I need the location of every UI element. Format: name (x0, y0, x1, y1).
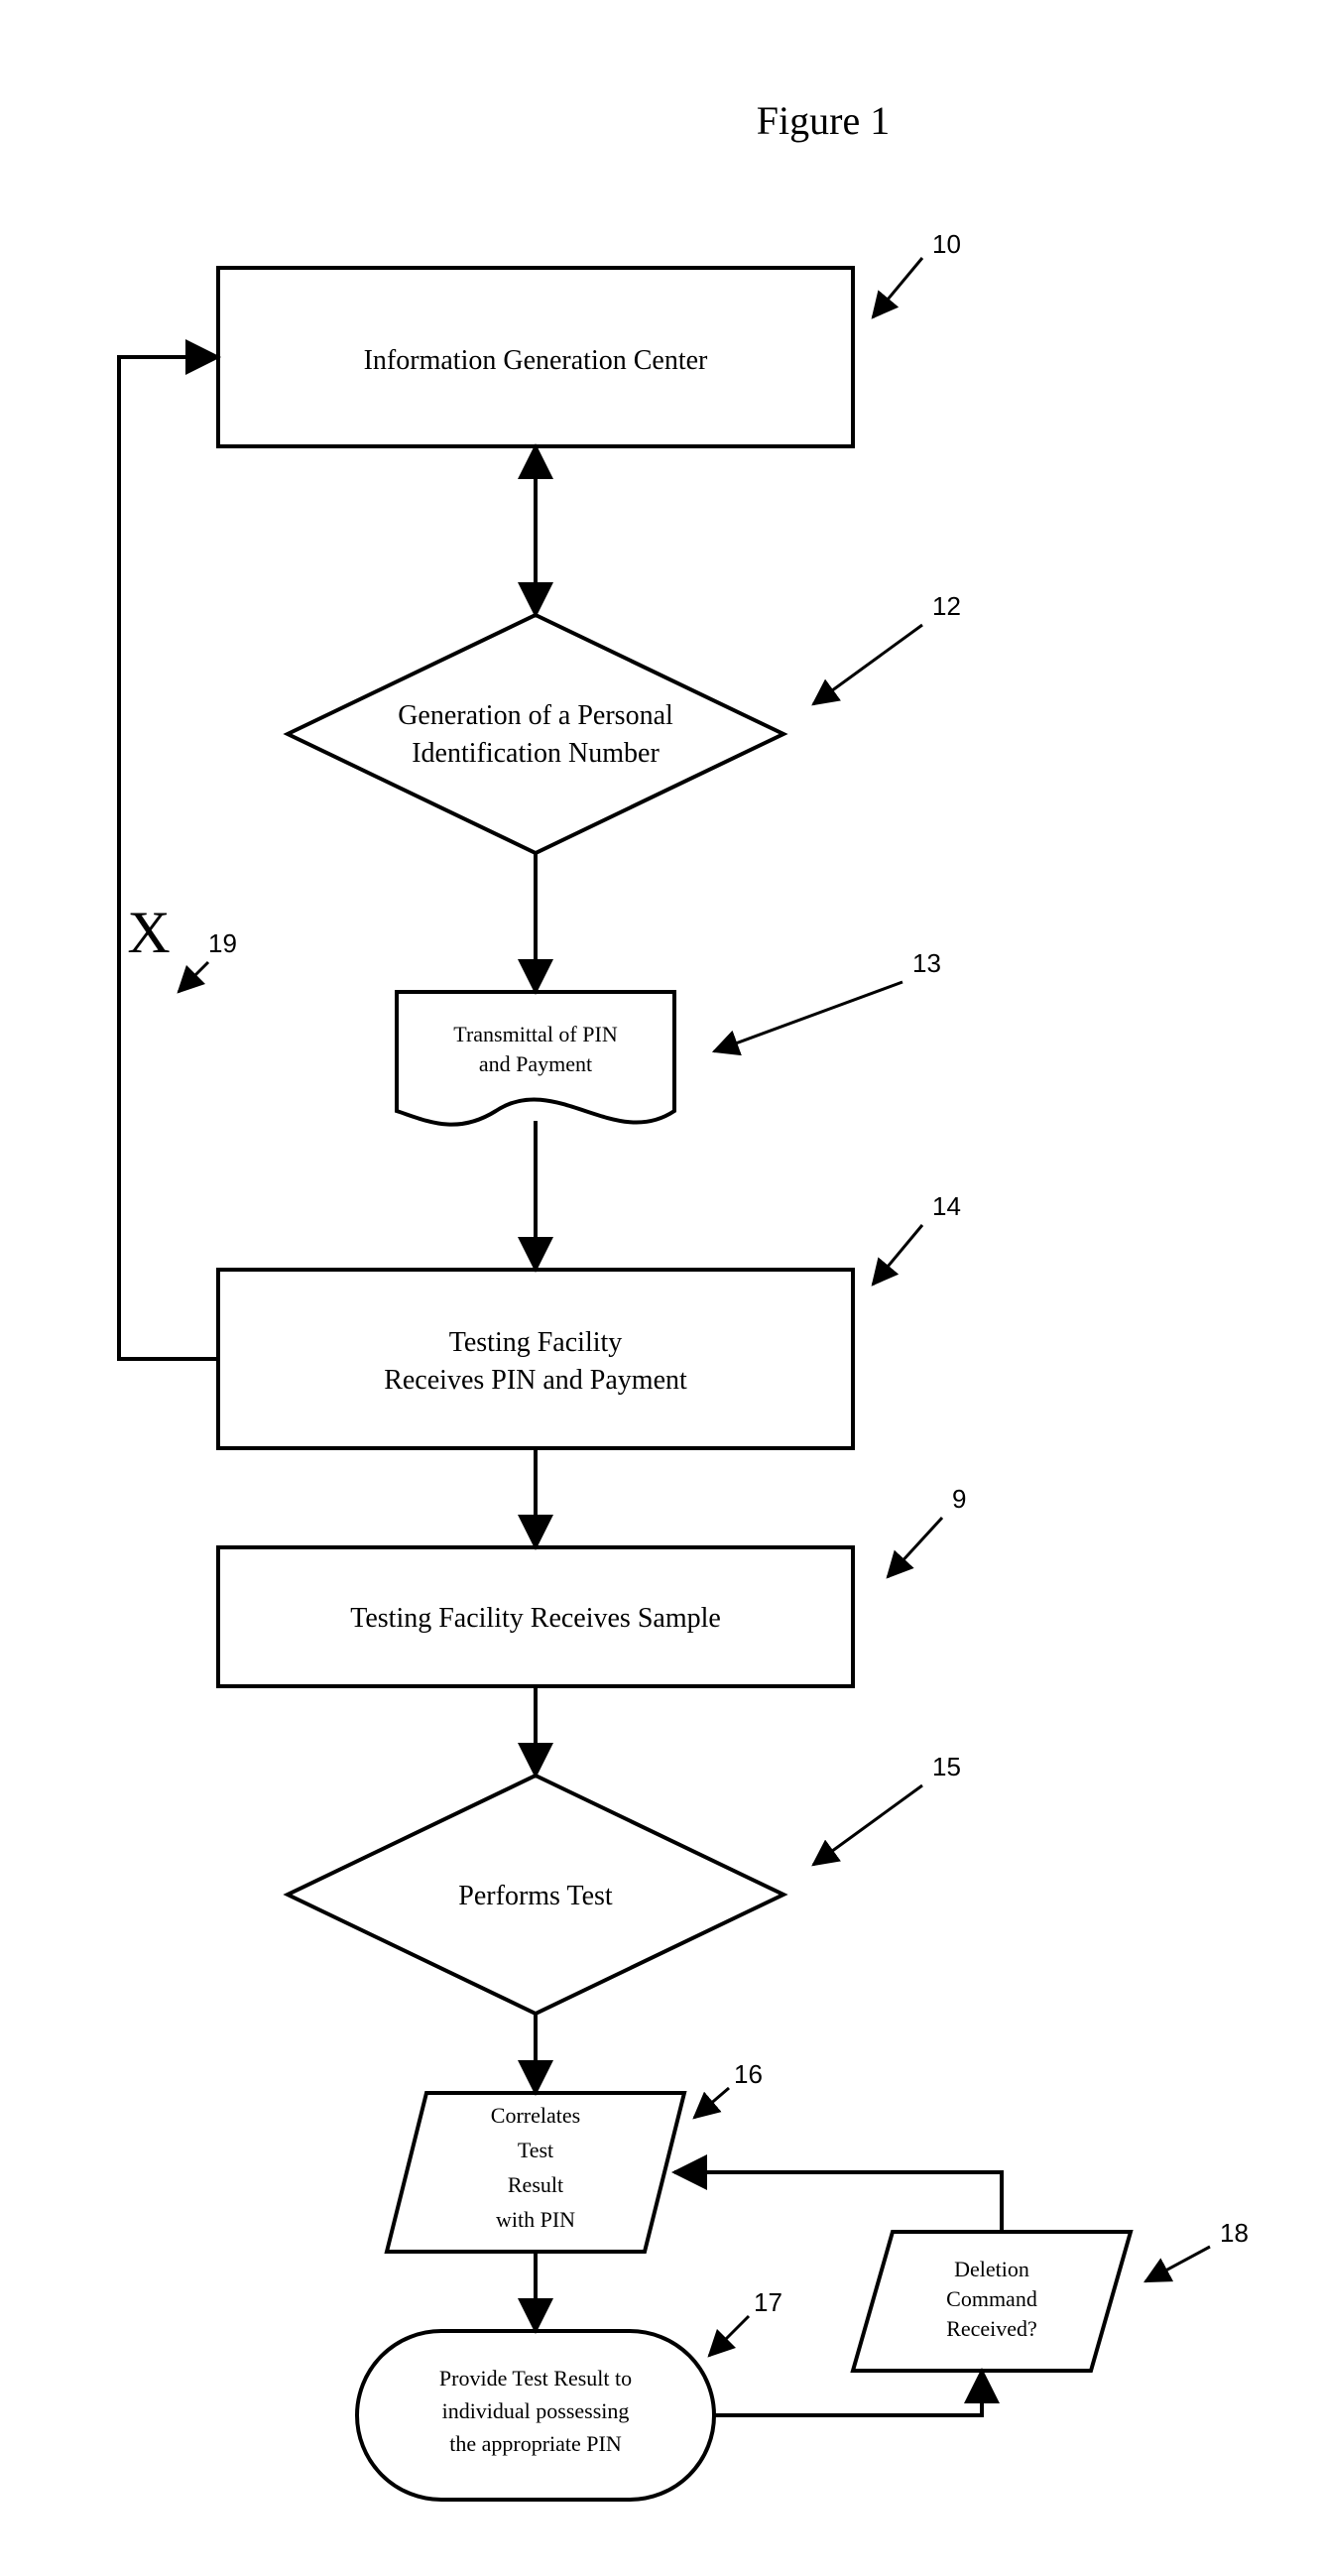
svg-text:13: 13 (912, 948, 941, 978)
svg-text:16: 16 (734, 2059, 763, 2089)
svg-text:17: 17 (754, 2287, 782, 2317)
node-correlates-result: Correlates Test Result with PIN (387, 2093, 684, 2252)
ref-19: 19 (179, 928, 237, 992)
node-16-line2: Test (518, 2138, 553, 2162)
node-generate-pin: Generation of a Personal Identification … (288, 615, 783, 853)
ref-18: 18 (1145, 2218, 1249, 2281)
ref-10: 10 (873, 229, 961, 317)
x-marker: X (127, 900, 170, 965)
svg-text:10: 10 (932, 229, 961, 259)
svg-text:15: 15 (932, 1752, 961, 1781)
node-18-line3: Received? (946, 2316, 1037, 2341)
node-14-line2: Receives PIN and Payment (384, 1365, 687, 1396)
node-16-line1: Correlates (491, 2103, 580, 2128)
node-18-line1: Deletion (954, 2257, 1029, 2281)
node-transmittal: Transmittal of PIN and Payment (397, 992, 674, 1125)
node-15-text: Performs Test (458, 1881, 613, 1911)
ref-12: 12 (813, 591, 961, 704)
ref-13: 13 (714, 948, 941, 1051)
node-16-line3: Result (508, 2172, 563, 2197)
edge-17-18 (714, 2371, 982, 2415)
ref-16: 16 (694, 2059, 763, 2118)
svg-text:12: 12 (932, 591, 961, 621)
edge-14-10-feedback (119, 357, 218, 1359)
svg-text:14: 14 (932, 1191, 961, 1221)
node-provide-result: Provide Test Result to individual posses… (357, 2331, 714, 2500)
node-17-line1: Provide Test Result to (439, 2366, 632, 2391)
svg-text:19: 19 (208, 928, 237, 958)
ref-15: 15 (813, 1752, 961, 1865)
node-17-line2: individual possessing (442, 2398, 630, 2423)
node-9-text: Testing Facility Receives Sample (350, 1603, 721, 1634)
figure-title: Figure 1 (757, 98, 890, 143)
node-13-line1: Transmittal of PIN (453, 1022, 618, 1046)
node-17-line3: the appropriate PIN (449, 2431, 622, 2456)
node-18-line2: Command (946, 2286, 1037, 2311)
node-deletion-command: Deletion Command Received? (853, 2232, 1131, 2371)
ref-9: 9 (888, 1484, 966, 1577)
node-12-line2: Identification Number (412, 738, 660, 769)
edge-18-16 (674, 2172, 1002, 2232)
ref-14: 14 (873, 1191, 961, 1285)
node-10-text: Information Generation Center (364, 345, 708, 376)
node-16-line4: with PIN (496, 2207, 575, 2232)
ref-17: 17 (709, 2287, 782, 2356)
flowchart-figure: Figure 1 Information Generation Center 1… (0, 0, 1322, 2576)
node-testing-receives-pin: Testing Facility Receives PIN and Paymen… (218, 1270, 853, 1448)
svg-text:9: 9 (952, 1484, 966, 1514)
svg-text:18: 18 (1220, 2218, 1249, 2248)
node-testing-receives-sample: Testing Facility Receives Sample (218, 1547, 853, 1686)
node-performs-test: Performs Test (288, 1776, 783, 2014)
node-info-generation-center: Information Generation Center (218, 268, 853, 446)
node-12-line1: Generation of a Personal (398, 700, 673, 731)
node-14-line1: Testing Facility (449, 1327, 623, 1358)
node-13-line2: and Payment (479, 1051, 592, 1076)
